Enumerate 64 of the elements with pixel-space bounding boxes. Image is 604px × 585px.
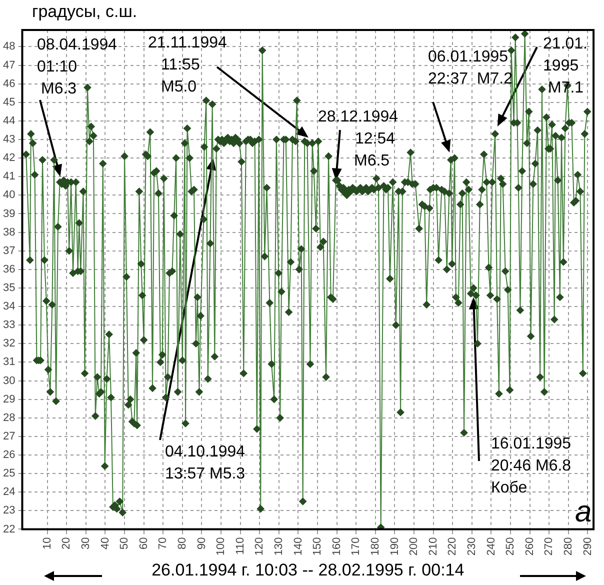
y-tick-label: 27 bbox=[2, 430, 16, 442]
x-tick-label: 150 bbox=[312, 537, 324, 556]
y-tick-label: 36 bbox=[2, 263, 16, 276]
x-tick-label: 70 bbox=[157, 537, 170, 550]
y-tick-label: 42 bbox=[2, 152, 16, 164]
x-tick-label: 240 bbox=[485, 537, 498, 556]
y-tick-label: 32 bbox=[2, 338, 16, 350]
annotation: а bbox=[575, 495, 592, 528]
y-tick-label: 30 bbox=[2, 374, 16, 387]
x-tick-label: 80 bbox=[176, 537, 188, 550]
x-tick-label: 200 bbox=[408, 537, 420, 556]
x-tick-label: 40 bbox=[99, 537, 112, 550]
x-tick-label: 270 bbox=[543, 537, 556, 556]
y-tick-label: 47 bbox=[2, 59, 16, 72]
y-tick-label: 28 bbox=[2, 412, 16, 424]
y-tick-label: 31 bbox=[2, 356, 16, 368]
y-tick-label: 34 bbox=[2, 300, 16, 313]
annotation: 16.01.1995 20:46 M6.8 Кобе bbox=[491, 435, 572, 496]
y-tick-label: 35 bbox=[2, 282, 16, 294]
y-tick-label: 48 bbox=[2, 40, 16, 53]
y-tick-label: 44 bbox=[2, 114, 16, 127]
x-tick-label: 230 bbox=[466, 537, 478, 556]
y-tick-label: 46 bbox=[2, 78, 16, 90]
x-tick-label: 190 bbox=[388, 537, 401, 556]
y-axis-title: градусы, с.ш. bbox=[32, 2, 138, 22]
x-tick-label: 180 bbox=[369, 537, 382, 556]
x-tick-label: 280 bbox=[562, 537, 574, 556]
annotation: 08.04.1994 01:10 M6.3 bbox=[37, 36, 118, 98]
x-tick-label: 90 bbox=[196, 537, 208, 550]
x-tick-label: 10 bbox=[41, 537, 54, 550]
x-tick-label: 60 bbox=[138, 537, 150, 550]
x-tick-label: 50 bbox=[118, 537, 131, 550]
x-tick-label: 170 bbox=[350, 537, 362, 556]
x-tick-label: 20 bbox=[60, 537, 73, 550]
y-tick-label: 24 bbox=[2, 486, 16, 498]
annotation: 04.10.1994 13:57 M5.3 bbox=[165, 443, 246, 482]
y-tick-label: 40 bbox=[2, 189, 16, 202]
x-tick-label: 260 bbox=[524, 537, 536, 556]
x-axis-title: 26.01.1994 г. 10:03 -- 28.02.1995 г. 00:14 bbox=[152, 560, 464, 580]
y-tick-label: 22 bbox=[2, 523, 16, 536]
x-tick-label: 220 bbox=[446, 537, 459, 556]
y-tick-label: 43 bbox=[2, 134, 16, 146]
y-tick-label: 26 bbox=[2, 449, 16, 462]
y-tick-label: 29 bbox=[2, 393, 16, 406]
x-tick-label: 120 bbox=[254, 537, 266, 556]
x-tick-label: 100 bbox=[215, 537, 228, 556]
x-tick-label: 250 bbox=[504, 537, 517, 556]
x-tick-label: 110 bbox=[234, 537, 246, 555]
x-tick-label: 160 bbox=[330, 537, 343, 556]
y-tick-label: 39 bbox=[2, 208, 16, 220]
y-tick-label: 23 bbox=[2, 504, 16, 517]
y-tick-label: 41 bbox=[2, 170, 16, 183]
annotation: 28.12.1994 12:54 M6.5 bbox=[318, 108, 398, 170]
x-tick-label: 30 bbox=[80, 537, 92, 550]
y-tick-label: 25 bbox=[2, 468, 16, 480]
x-tick-label: 290 bbox=[582, 537, 594, 556]
x-tick-label: 140 bbox=[292, 537, 304, 556]
x-tick-label: 130 bbox=[272, 537, 285, 556]
y-tick-label: 33 bbox=[2, 319, 16, 332]
annotation: 21.11.1994 11:55 M5.0 bbox=[148, 34, 227, 96]
x-tick-label: 210 bbox=[427, 537, 440, 556]
y-tick-label: 45 bbox=[2, 96, 16, 108]
y-tick-label: 37 bbox=[2, 244, 16, 257]
y-tick-label: 38 bbox=[2, 226, 16, 238]
